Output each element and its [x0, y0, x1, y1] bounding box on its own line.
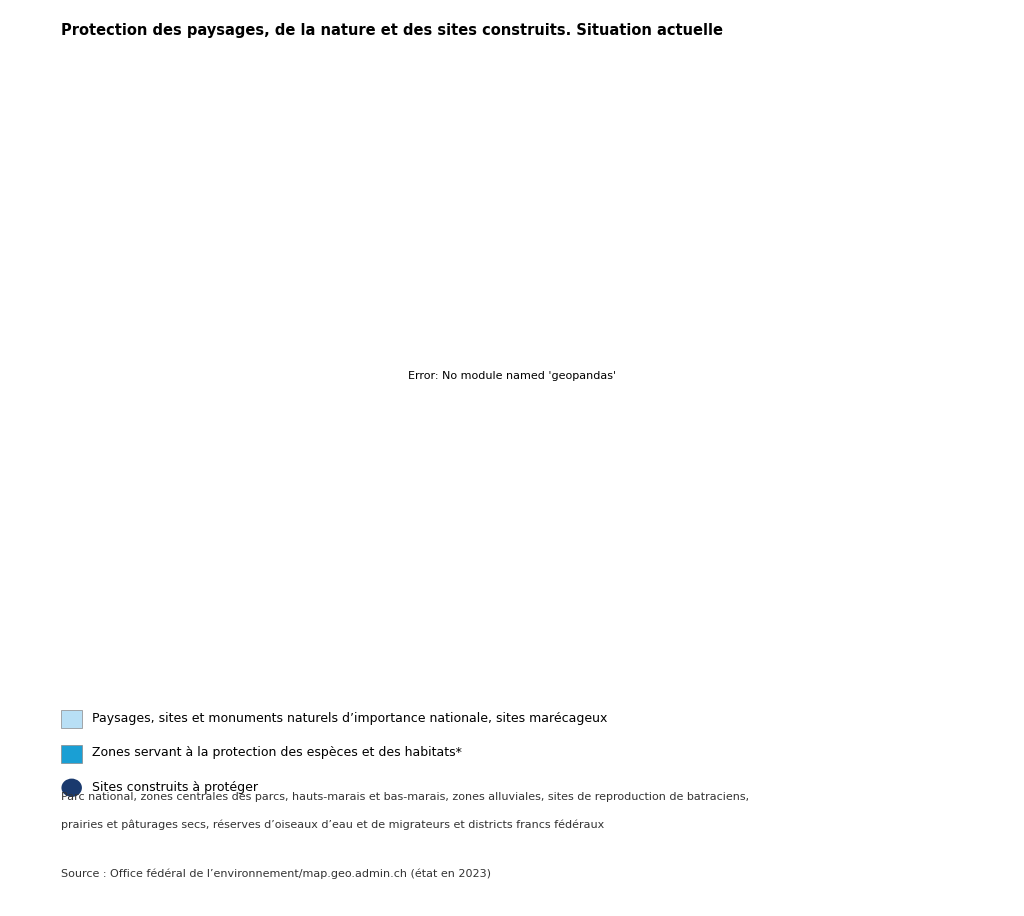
Text: prairies et pâturages secs, réserves d’oiseaux d’eau et de migrateurs et distric: prairies et pâturages secs, réserves d’o…	[61, 820, 605, 830]
Text: Paysages, sites et monuments naturels d’importance nationale, sites marécageux: Paysages, sites et monuments naturels d’…	[92, 712, 607, 725]
Text: Parc national, zones centrales des parcs, hauts-marais et bas-marais, zones allu: Parc national, zones centrales des parcs…	[61, 792, 750, 802]
Text: Sites construits à protéger: Sites construits à protéger	[92, 781, 258, 794]
Text: Source : Office fédéral de l’environnement/map.geo.admin.ch (état en 2023): Source : Office fédéral de l’environneme…	[61, 868, 492, 878]
Text: Zones servant à la protection des espèces et des habitats*: Zones servant à la protection des espèce…	[92, 747, 462, 759]
Text: Protection des paysages, de la nature et des sites construits. Situation actuell: Protection des paysages, de la nature et…	[61, 23, 723, 38]
Text: Error: No module named 'geopandas': Error: No module named 'geopandas'	[408, 371, 616, 380]
